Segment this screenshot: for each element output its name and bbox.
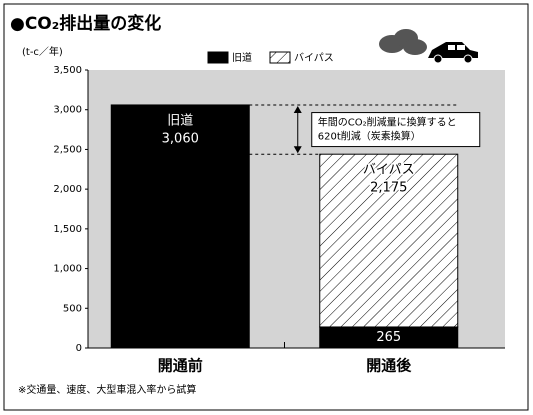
- x-tick-label: 開通前: [158, 357, 203, 375]
- x-tick-label: 開通後: [366, 357, 412, 375]
- bar-segment: [110, 104, 250, 349]
- y-tick-label: 2,000: [53, 184, 82, 195]
- annotation-box: [311, 112, 481, 148]
- arrow-head: [293, 105, 302, 113]
- y-tick-label: 0: [76, 343, 82, 354]
- legend-label: 旧道: [232, 51, 252, 64]
- y-tick-label: 1,500: [53, 224, 82, 235]
- footnote: ※交通量、速度、大型車混入率から試算: [18, 383, 196, 396]
- bar-name-label: バイパス: [363, 163, 415, 178]
- annotation-text: 620t削減（炭素換算）: [318, 130, 421, 143]
- annotation-text: 年間のCO₂削減量に換算すると: [318, 116, 457, 129]
- legend-label: バイパス: [294, 52, 334, 64]
- value-label: 2,175: [370, 181, 407, 196]
- arrow-head: [293, 146, 302, 154]
- y-tick-label: 2,500: [53, 144, 82, 155]
- bar-name-label: 旧道: [167, 113, 193, 128]
- frame: [3, 3, 529, 411]
- y-axis-label: (t-c／年): [22, 45, 63, 58]
- chart-title: ●CO₂排出量の変化: [10, 13, 161, 34]
- y-tick-label: 3,500: [53, 65, 82, 76]
- y-tick-label: 3,000: [53, 105, 82, 116]
- legend-swatch: [207, 51, 229, 64]
- y-tick-label: 1,000: [53, 264, 82, 275]
- value-label: 3,060: [162, 131, 199, 146]
- icons: [379, 29, 478, 64]
- bar-segment: [319, 153, 459, 328]
- value-label: 265: [376, 330, 401, 345]
- legend-swatch: [269, 51, 291, 64]
- y-tick-label: 500: [63, 303, 82, 314]
